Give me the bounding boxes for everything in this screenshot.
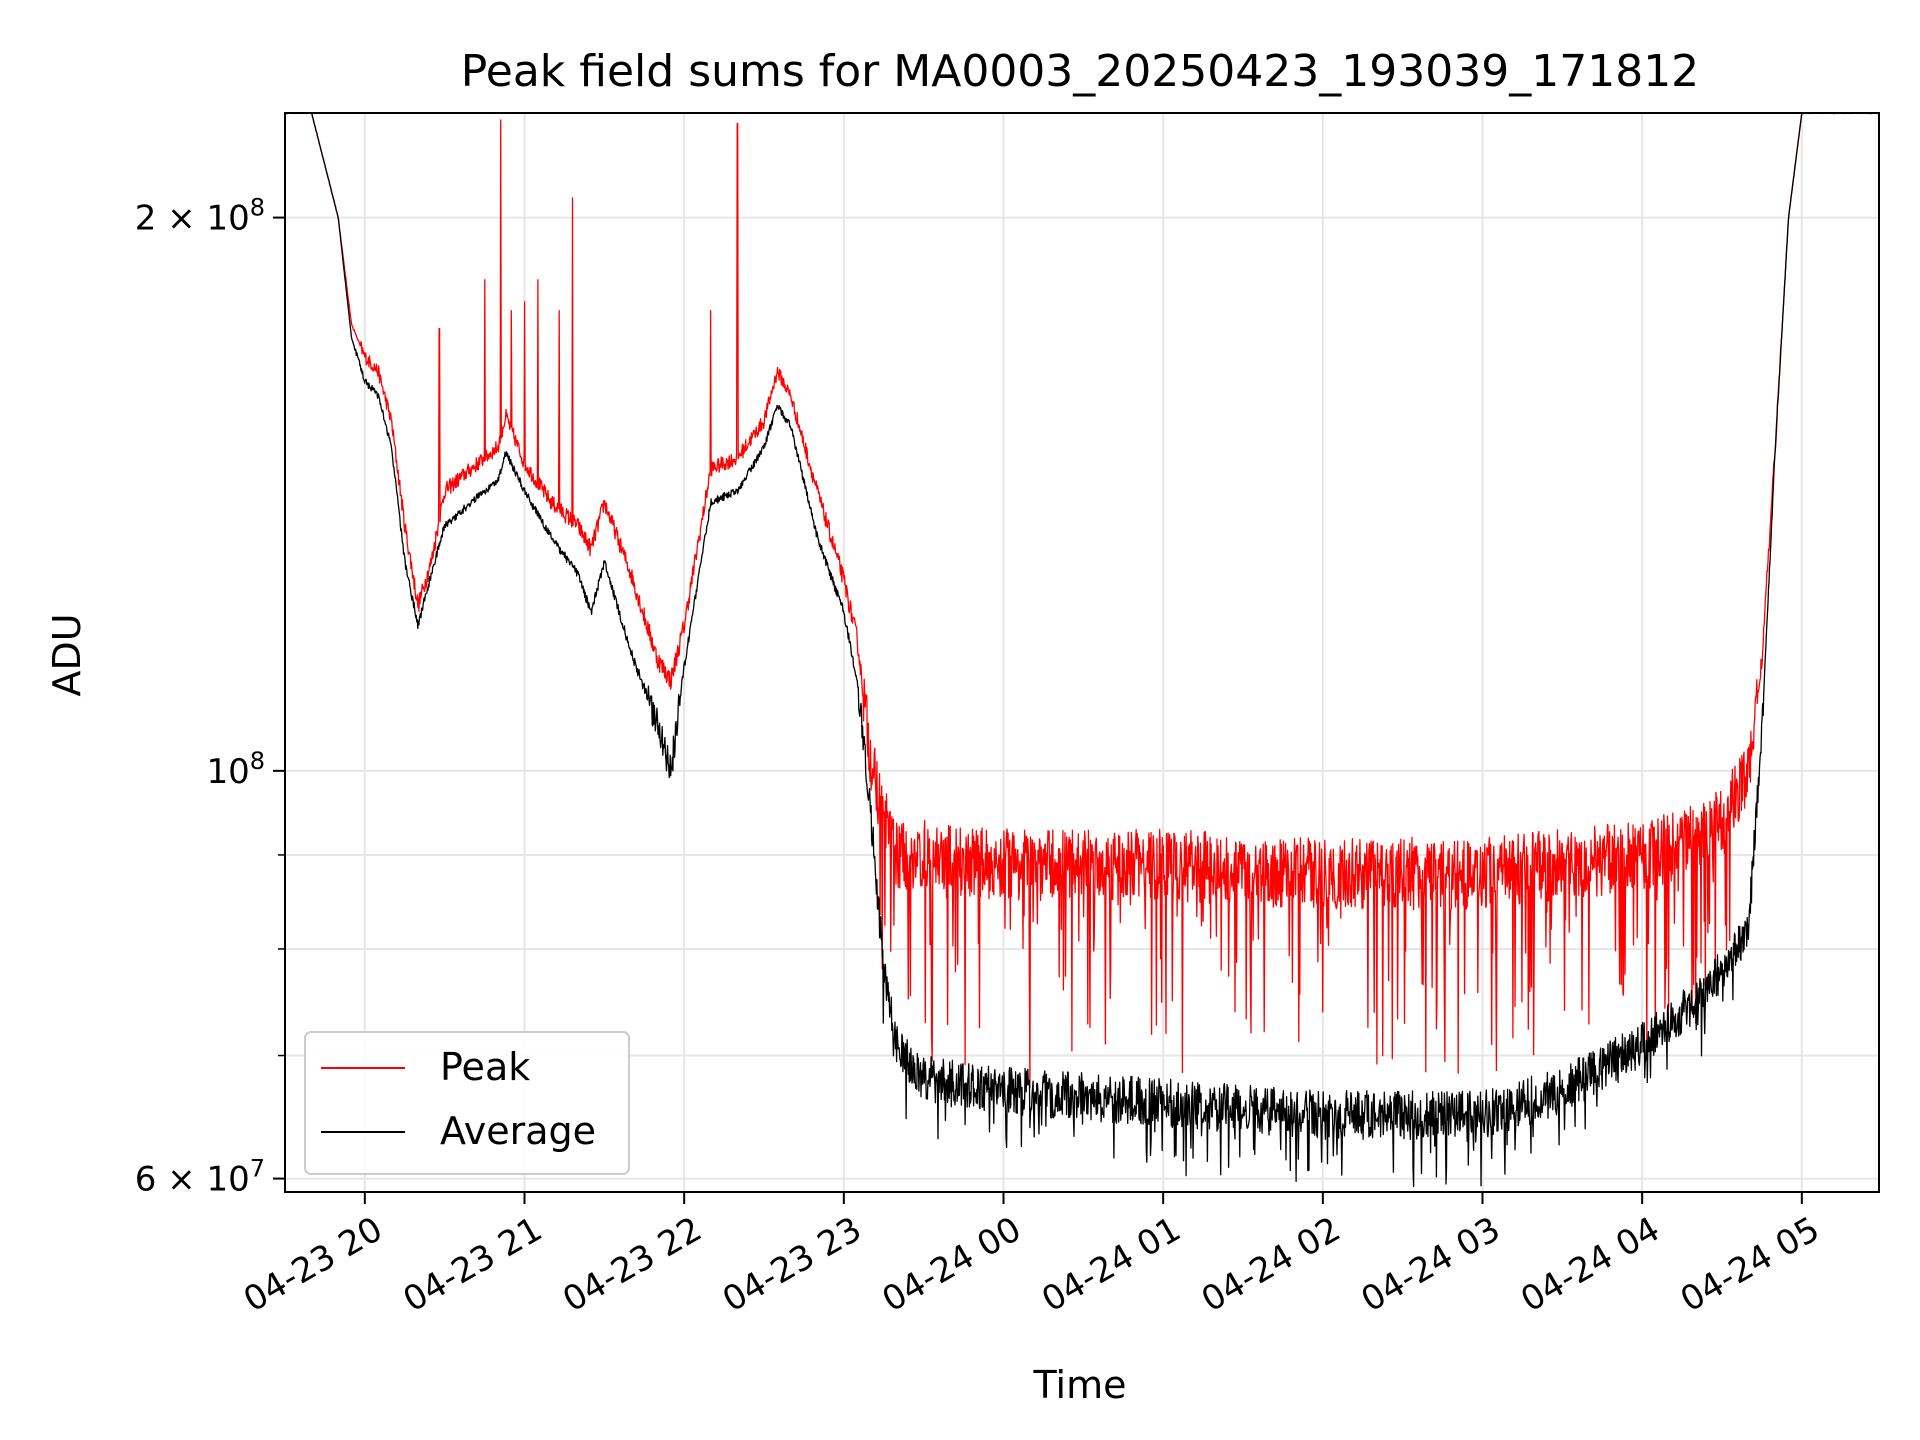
legend: Peak Average [304, 1031, 630, 1175]
series-group [285, 113, 1879, 1188]
series-line-average [285, 113, 1879, 1188]
y-tick-label: 2 × 108 [135, 194, 265, 239]
y-axis-label: ADU [45, 613, 89, 696]
legend-label-average: Average [440, 1109, 596, 1153]
x-axis-label: Time [1033, 1363, 1127, 1407]
chart-title: Peak field sums for MA0003_20250423_1930… [461, 46, 1699, 97]
y-axis: 6 × 107 108 2 × 108 [135, 194, 285, 1200]
y-tick-label: 6 × 107 [135, 1155, 265, 1200]
plot-frame [284, 112, 1880, 1193]
y-tick-label: 108 [206, 747, 265, 792]
legend-label-peak: Peak [440, 1045, 530, 1089]
series-line-peak [285, 113, 1879, 1089]
grid [285, 113, 1879, 1192]
